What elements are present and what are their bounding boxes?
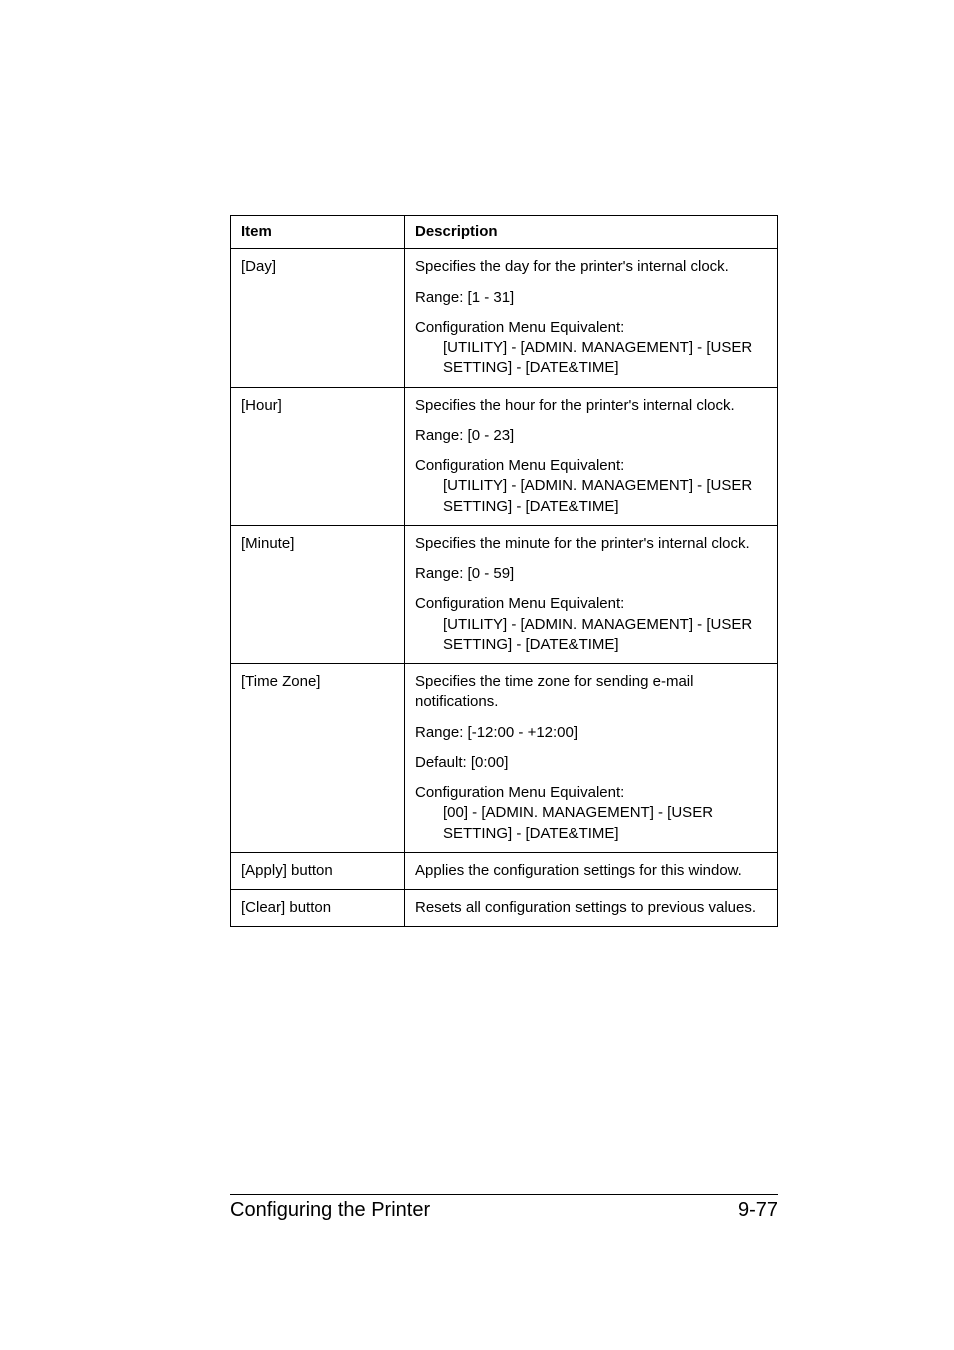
table-row: [Clear] button Resets all configuration … [231, 890, 778, 927]
desc-default: Default: [0:00] [415, 753, 767, 773]
cell-item-day: [Day] [231, 249, 405, 387]
desc-range: Range: [0 - 23] [415, 426, 767, 446]
header-description: Description [405, 216, 778, 249]
table-row: [Apply] button Applies the configuration… [231, 852, 778, 889]
cell-desc-clear: Resets all configuration settings to pre… [405, 890, 778, 927]
desc-config-equiv: Configuration Menu Equivalent: [UTILITY]… [415, 594, 767, 655]
table-row: [Minute] Specifies the minute for the pr… [231, 525, 778, 663]
table-row: [Hour] Specifies the hour for the printe… [231, 387, 778, 525]
config-equiv-path: [00] - [ADMIN. MANAGEMENT] - [USER SETTI… [415, 803, 767, 844]
cell-desc-timezone: Specifies the time zone for sending e-ma… [405, 664, 778, 853]
cell-item-clear: [Clear] button [231, 890, 405, 927]
desc-text: Specifies the time zone for sending e-ma… [415, 672, 767, 713]
desc-config-equiv: Configuration Menu Equivalent: [00] - [A… [415, 783, 767, 844]
desc-range: Range: [0 - 59] [415, 564, 767, 584]
desc-text: Specifies the day for the printer's inte… [415, 257, 767, 277]
page-footer: Configuring the Printer 9-77 [230, 1194, 778, 1222]
config-table: Item Description [Day] Specifies the day… [230, 215, 778, 927]
table-row: [Time Zone] Specifies the time zone for … [231, 664, 778, 853]
config-equiv-path: [UTILITY] - [ADMIN. MANAGEMENT] - [USER … [415, 338, 767, 379]
desc-config-equiv: Configuration Menu Equivalent: [UTILITY]… [415, 318, 767, 379]
footer-title: Configuring the Printer [230, 1199, 430, 1222]
desc-range: Range: [1 - 31] [415, 288, 767, 308]
cell-desc-day: Specifies the day for the printer's inte… [405, 249, 778, 387]
desc-config-equiv: Configuration Menu Equivalent: [UTILITY]… [415, 456, 767, 517]
cell-item-hour: [Hour] [231, 387, 405, 525]
cell-item-minute: [Minute] [231, 525, 405, 663]
config-equiv-label: Configuration Menu Equivalent: [415, 457, 624, 474]
config-equiv-label: Configuration Menu Equivalent: [415, 319, 624, 336]
footer-row: Configuring the Printer 9-77 [230, 1199, 778, 1222]
cell-desc-minute: Specifies the minute for the printer's i… [405, 525, 778, 663]
footer-rule [230, 1194, 778, 1195]
config-equiv-path: [UTILITY] - [ADMIN. MANAGEMENT] - [USER … [415, 615, 767, 656]
cell-desc-apply: Applies the configuration settings for t… [405, 852, 778, 889]
desc-text: Resets all configuration settings to pre… [415, 899, 756, 916]
config-equiv-path: [UTILITY] - [ADMIN. MANAGEMENT] - [USER … [415, 476, 767, 517]
header-item: Item [231, 216, 405, 249]
desc-range: Range: [-12:00 - +12:00] [415, 723, 767, 743]
config-equiv-label: Configuration Menu Equivalent: [415, 595, 624, 612]
page: Item Description [Day] Specifies the day… [0, 0, 954, 1350]
footer-page-number: 9-77 [738, 1199, 778, 1222]
table-header-row: Item Description [231, 216, 778, 249]
cell-item-apply: [Apply] button [231, 852, 405, 889]
cell-item-timezone: [Time Zone] [231, 664, 405, 853]
config-equiv-label: Configuration Menu Equivalent: [415, 784, 624, 801]
desc-text: Specifies the minute for the printer's i… [415, 534, 767, 554]
desc-text: Specifies the hour for the printer's int… [415, 396, 767, 416]
desc-text: Applies the configuration settings for t… [415, 862, 742, 879]
table-row: [Day] Specifies the day for the printer'… [231, 249, 778, 387]
cell-desc-hour: Specifies the hour for the printer's int… [405, 387, 778, 525]
